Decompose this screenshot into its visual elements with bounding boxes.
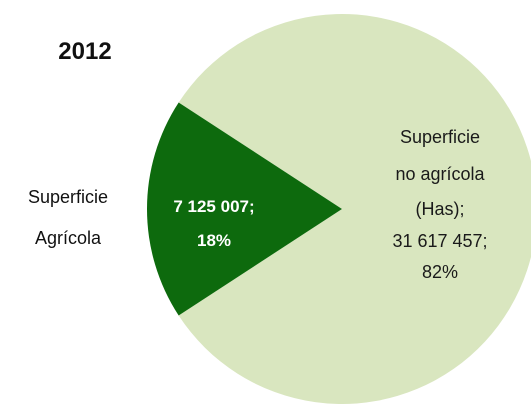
no-agricola-label-line-5: 82% [422, 262, 458, 282]
no-agricola-label-line-1: Superficie [400, 127, 480, 147]
no-agricola-label-line-4: 31 617 457; [392, 231, 487, 251]
pie-slice-superficie-no-agricola [178, 14, 531, 404]
chart-title: 2012 [58, 38, 111, 65]
pie-slice-superficie-agricola [147, 102, 342, 316]
no-agricola-label-line-2: no agrícola [395, 164, 485, 184]
no-agricola-label-line-3: (Has); [416, 199, 465, 219]
agricola-percent-label: 18% [197, 231, 231, 250]
outside-label-line-1: Superficie [28, 187, 108, 207]
agricola-value-label: 7 125 007; [173, 197, 254, 216]
outside-label-line-2: Agrícola [35, 228, 102, 248]
